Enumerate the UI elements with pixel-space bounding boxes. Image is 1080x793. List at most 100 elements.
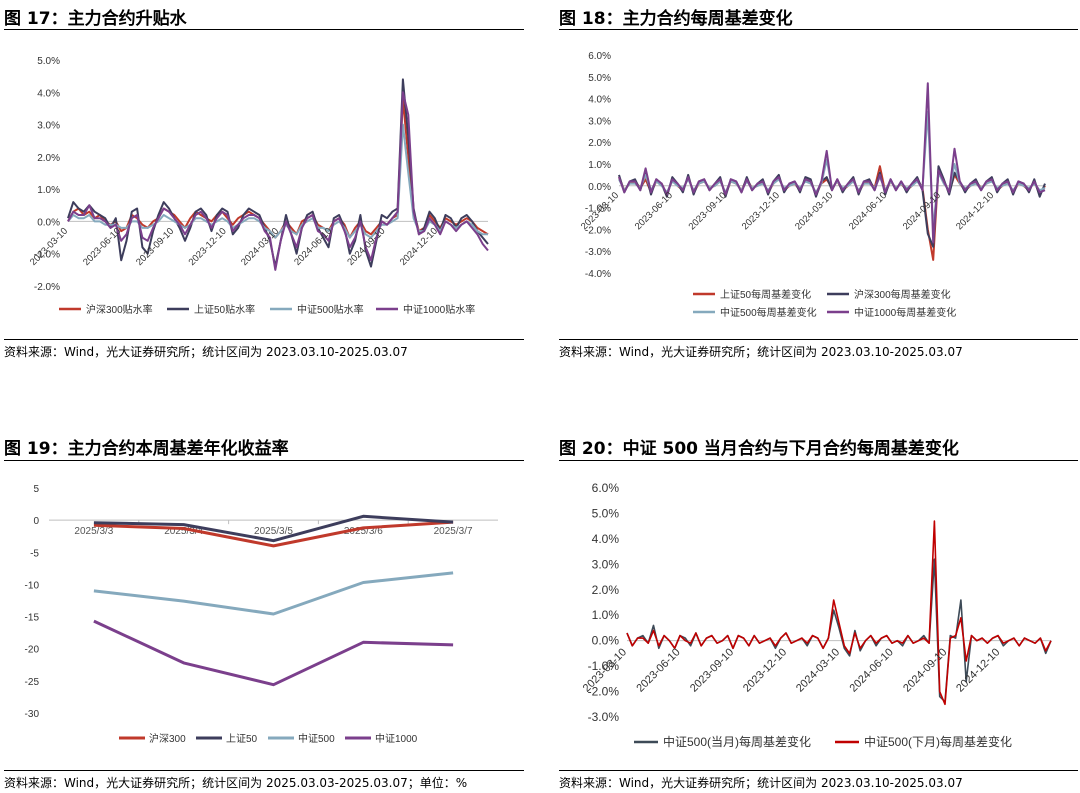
x-tick-label: 2023-09-10 [687, 190, 729, 232]
figure-title: 图 17：主力合约升贴水 [4, 9, 187, 29]
title-rule [4, 29, 524, 30]
x-tick-label: 2025/3/4 [164, 526, 203, 537]
series-line [618, 82, 1046, 244]
y-tick-label: 2.0% [37, 153, 60, 164]
y-tick-label: 1.0% [588, 160, 611, 171]
legend-label: 中证500每周基差变化 [720, 306, 817, 319]
x-tick-label: 2023-09-10 [688, 646, 736, 694]
legend-label: 沪深300贴水率 [86, 303, 153, 316]
y-tick-label: 4.0% [592, 532, 620, 546]
x-tick-label: 2025/3/5 [254, 526, 293, 537]
y-tick-label: 6.0% [592, 481, 620, 495]
x-tick-label: 2024-03-10 [793, 190, 835, 232]
legend-label: 中证1000每周基差变化 [854, 306, 956, 319]
y-tick-label: 0.0% [37, 217, 60, 228]
source-rule [4, 770, 524, 771]
y-tick-label: -2.0% [588, 685, 620, 699]
legend-label: 中证500 [298, 732, 335, 745]
x-tick-label: 2025/3/3 [74, 526, 113, 537]
x-tick-label: 2025/3/6 [344, 526, 383, 537]
y-tick-label: 5.0% [592, 506, 620, 520]
y-tick-label: 5.0% [37, 56, 60, 67]
y-tick-label: -10 [25, 580, 40, 591]
chart-fig19: -30 -25 -20 -15 -10 -5 0 5 2025/3/3 2025/3/4 2025/… [25, 484, 498, 745]
y-tick-label: 3.0% [37, 121, 60, 132]
panel-fig20: 图 20：中证 500 当月合约与下月合约每周基差变化 -3.0% -2.0% -1… [559, 434, 1078, 792]
title-rule [559, 29, 1078, 30]
x-tick-label: 2023-06-10 [81, 226, 123, 268]
y-tick-label: 3.0% [592, 557, 620, 571]
y-tick-label: -3.0% [588, 710, 620, 724]
series-line [93, 619, 454, 687]
legend-label: 中证500(下月)每周基差变化 [864, 734, 1012, 749]
title-rule [4, 460, 524, 461]
series-line [93, 520, 454, 548]
figure-title: 图 18：主力合约每周基差变化 [559, 9, 793, 29]
legend-label: 中证500贴水率 [297, 303, 364, 316]
chart-fig20: -3.0% -2.0% -1.0% 0.0% 1.0% 2.0% 3.0% 4.0% 5.0% 6… [581, 481, 1052, 749]
y-tick-label: 1.0% [37, 185, 60, 196]
legend-label: 中证1000贴水率 [403, 303, 475, 316]
x-tick-label: 2024-12-10 [954, 646, 1002, 694]
y-tick-label: -1.0% [34, 250, 60, 261]
legend-label: 沪深300 [149, 732, 186, 745]
x-tick-label: 2023-12-10 [187, 226, 229, 268]
x-tick-label: 2023-12-10 [740, 190, 782, 232]
source-rule [559, 770, 1078, 771]
series-line [626, 558, 1052, 703]
y-tick-label: -4.0% [585, 269, 611, 280]
x-tick-label: 2023-06-10 [634, 646, 682, 694]
panel-fig17: 图 17：主力合约升贴水 -2.0% -1.0% 0.0% 1.0% 2.0% 3.0% 4… [4, 4, 524, 360]
x-tick-label: 2025/3/7 [434, 526, 473, 537]
y-tick-label: 6.0% [588, 51, 611, 62]
y-tick-label: 4.0% [588, 95, 611, 106]
y-tick-label: 2.0% [592, 583, 620, 597]
series-line [67, 91, 489, 271]
source-note: 资料来源：Wind，光大证券研究所；统计区间为 2023.03.10-2025.… [4, 345, 408, 359]
legend-label: 上证50 [226, 733, 258, 745]
chart-fig18: -4.0% -3.0% -2.0% -1.0% 0.0% 1.0% 2.0% 3.0% 4.0%… [579, 51, 1046, 319]
chart-fig17: -2.0% -1.0% 0.0% 1.0% 2.0% 3.0% 4.0% 5.0% 2023-0… [28, 56, 489, 316]
series-line [93, 514, 454, 543]
source-rule [4, 339, 524, 340]
y-tick-label: 0.0% [588, 182, 611, 193]
legend-label: 上证50每周基差变化 [720, 288, 811, 301]
x-tick-label: 2023-03-10 [28, 226, 70, 268]
y-tick-label: 0 [33, 516, 39, 527]
y-tick-label: 0.0% [592, 634, 620, 648]
source-note: 资料来源：Wind，光大证券研究所；统计区间为 2025.03.03-2025.… [4, 776, 468, 790]
title-rule [559, 460, 1078, 461]
y-tick-label: -30 [25, 709, 40, 720]
source-note: 资料来源：Wind，光大证券研究所；统计区间为 2023.03.10-2025.… [559, 776, 963, 790]
legend-label: 上证50贴水率 [194, 303, 255, 316]
y-tick-label: -15 [25, 613, 40, 624]
legend-label: 中证1000 [375, 732, 418, 745]
y-tick-label: -1.0% [588, 659, 620, 673]
source-rule [559, 339, 1078, 340]
y-tick-label: -1.0% [585, 204, 611, 215]
legend-label: 沪深300每周基差变化 [854, 288, 951, 301]
y-tick-label: -2.0% [585, 225, 611, 236]
panel-fig19: 图 19：主力合约本周基差年化收益率 -30 -25 -20 -15 -10 -5 0 5 20… [4, 434, 524, 792]
x-tick-label: 2023-12-10 [741, 646, 789, 694]
y-tick-label: -25 [25, 677, 40, 688]
figure-title: 图 19：主力合约本周基差年化收益率 [4, 439, 289, 459]
y-tick-label: -2.0% [34, 282, 60, 293]
panel-fig18: 图 18：主力合约每周基差变化 -4.0% -3.0% -2.0% -1.0% 0.0%… [559, 4, 1078, 360]
series-line [626, 520, 1052, 706]
y-tick-label: -3.0% [585, 247, 611, 258]
y-tick-label: -20 [25, 645, 40, 656]
x-tick-label: 2024-12-10 [954, 190, 996, 232]
x-tick-label: 2024-06-10 [847, 190, 889, 232]
figure-title: 图 20：中证 500 当月合约与下月合约每周基差变化 [559, 439, 959, 459]
series-line [93, 571, 454, 616]
x-tick-label: 2024-03-10 [794, 646, 842, 694]
x-tick-label: 2023-06-10 [633, 190, 675, 232]
legend-label: 中证500(当月)每周基差变化 [663, 734, 811, 749]
x-tick-label: 2024-06-10 [848, 646, 896, 694]
y-tick-label: 2.0% [588, 138, 611, 149]
y-tick-label: 4.0% [37, 88, 60, 99]
y-tick-label: 5 [33, 484, 39, 495]
y-tick-label: 3.0% [588, 116, 611, 127]
y-tick-label: 5.0% [588, 73, 611, 84]
